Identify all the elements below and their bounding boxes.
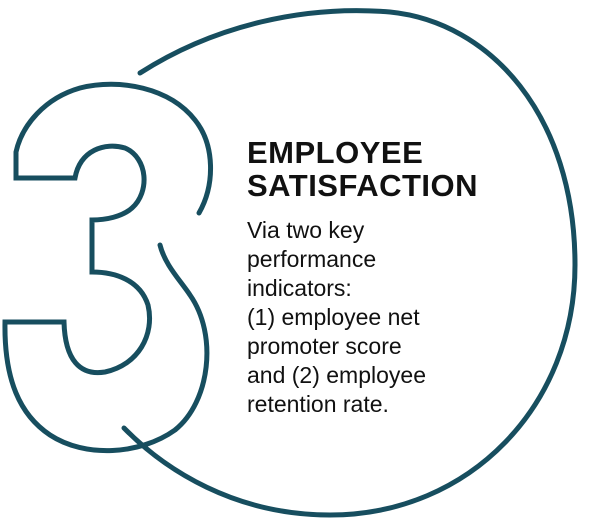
description: Via two key performance indicators: (1) … bbox=[247, 216, 547, 419]
section-title: EMPLOYEE SATISFACTION bbox=[247, 136, 547, 202]
description-line: (1) employee net bbox=[247, 304, 420, 330]
circle-outline bbox=[121, 8, 578, 518]
description-line: and (2) employee bbox=[247, 362, 426, 388]
numeral-three-outline bbox=[2, 81, 214, 453]
section-title-line-2: SATISFACTION bbox=[247, 168, 479, 203]
description-line: indicators: bbox=[247, 275, 352, 301]
description-line: promoter score bbox=[247, 333, 402, 359]
section-title-line-1: EMPLOYEE bbox=[247, 135, 424, 170]
description-line: retention rate. bbox=[247, 391, 389, 417]
description-line: Via two key bbox=[247, 217, 365, 243]
description-line: performance bbox=[247, 246, 377, 272]
text-block: EMPLOYEE SATISFACTION Via two key perfor… bbox=[247, 136, 547, 419]
